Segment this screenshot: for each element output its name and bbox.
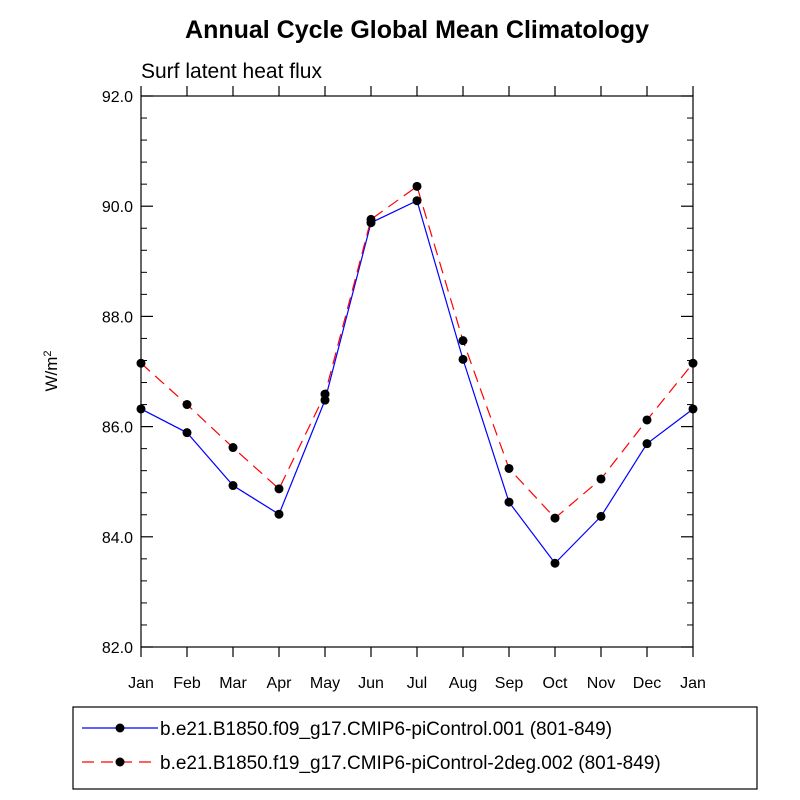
series-line-2: [140, 185, 694, 519]
y-tick-label: 86.0: [102, 420, 133, 437]
series-2-point: [274, 484, 284, 494]
legend-marker-2: [115, 757, 125, 767]
series-layer: [136, 181, 698, 568]
y-axis-label-unit: W/m: [42, 357, 61, 392]
series-1-point: [228, 481, 238, 491]
series-2-point: [596, 474, 606, 484]
y-tick-label: 88.0: [102, 309, 133, 326]
legend-marker-1: [115, 723, 125, 733]
legend: b.e21.B1850.f09_g17.CMIP6-piControl.001 …: [72, 706, 758, 790]
series-2-point: [182, 400, 192, 410]
x-tick-label: Sep: [495, 675, 524, 692]
x-axis-tick-labels: Jan Feb Mar Apr May Jun Jul Aug Sep Oct Nov Dec Jan: [128, 675, 706, 692]
series-2-point: [504, 463, 514, 473]
y-axis-label: W/m2: [42, 350, 61, 391]
series-1-point: [182, 428, 192, 438]
plot-frame: [140, 95, 694, 648]
y-axis-tick-labels: 82.0 84.0 86.0 88.0 90.0 92.0: [102, 89, 133, 657]
x-tick-label: Apr: [267, 675, 293, 692]
x-tick-label: Nov: [587, 675, 615, 692]
axis-ticks: [140, 86, 694, 657]
series-2-point: [458, 336, 468, 346]
chart-title: Annual Cycle Global Mean Climatology: [185, 16, 649, 44]
x-tick-label: May: [310, 675, 340, 692]
x-tick-label: Mar: [219, 675, 247, 692]
legend-box: [72, 706, 758, 790]
y-tick-label: 84.0: [102, 530, 133, 547]
y-tick-label: 90.0: [102, 199, 133, 216]
series-2-point: [366, 214, 376, 224]
x-tick-label: Oct: [543, 675, 568, 692]
series-1-point: [596, 511, 606, 521]
x-tick-label: Feb: [173, 675, 201, 692]
series-1-point: [136, 404, 146, 414]
series-2-point: [688, 358, 698, 368]
series-2-point: [136, 358, 146, 368]
series-1-point: [642, 439, 652, 449]
series-1-point: [458, 354, 468, 364]
y-axis-label-exponent: 2: [42, 350, 54, 356]
legend-label-2: b.e21.B1850.f19_g17.CMIP6-piControl-2deg…: [160, 753, 661, 774]
series-1-point: [274, 509, 284, 519]
x-tick-label: Dec: [633, 675, 661, 692]
x-tick-label: Aug: [449, 675, 477, 692]
series-1-point: [688, 404, 698, 414]
series-line-1: [140, 199, 694, 565]
y-tick-label: 92.0: [102, 89, 133, 106]
series-1-point: [550, 558, 560, 568]
chart-subtitle: Surf latent heat flux: [141, 60, 322, 83]
series-2-point: [412, 181, 422, 191]
x-tick-label: Jun: [358, 675, 384, 692]
series-1-point: [504, 497, 514, 507]
x-tick-label: Jul: [407, 675, 427, 692]
series-1-point: [412, 196, 422, 206]
series-2-point: [228, 443, 238, 453]
x-tick-label: Jan: [128, 675, 154, 692]
legend-label-1: b.e21.B1850.f09_g17.CMIP6-piControl.001 …: [160, 719, 612, 740]
series-2-point: [550, 513, 560, 523]
y-tick-label: 82.0: [102, 640, 133, 657]
x-tick-label: Jan: [680, 675, 706, 692]
series-2-point: [642, 415, 652, 425]
series-2-point: [320, 389, 330, 399]
